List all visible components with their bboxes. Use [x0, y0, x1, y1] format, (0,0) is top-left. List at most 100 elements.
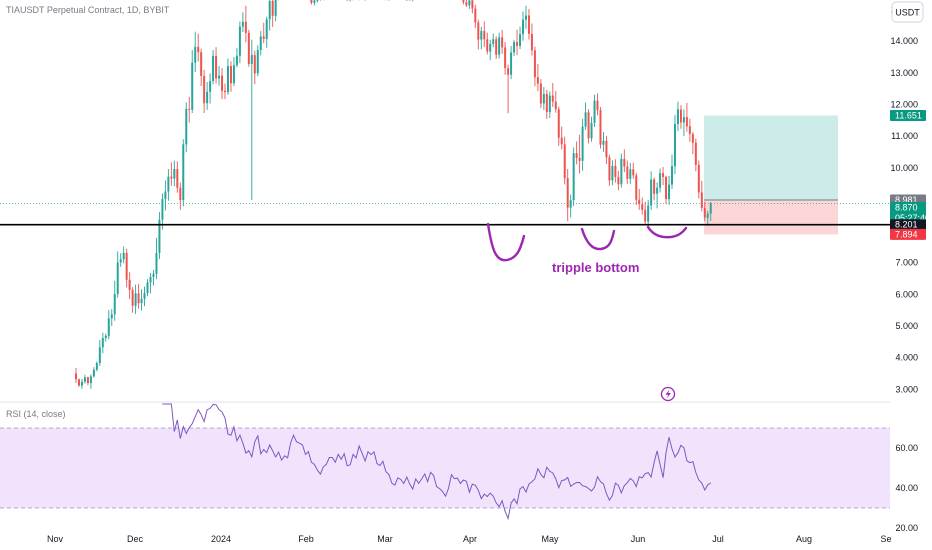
candle [581, 119, 584, 171]
price-tag-label: 8.201 [895, 220, 918, 230]
candle [653, 177, 656, 201]
candle [527, 8, 530, 40]
price-tag[interactable]: 8.201 [890, 219, 926, 231]
price-tag[interactable]: 11.651 [890, 110, 926, 122]
position-target-zone[interactable] [704, 115, 838, 201]
candle [232, 56, 235, 87]
price-tag[interactable]: 7.894 [890, 228, 926, 240]
candle [155, 238, 158, 280]
candle [471, 0, 474, 14]
candle [256, 45, 259, 77]
candle [498, 32, 501, 59]
candle [209, 73, 212, 104]
candle [215, 47, 218, 84]
time-tick-label: Aug [796, 534, 812, 544]
time-tick-label: Apr [463, 534, 477, 544]
bottom-curve-3[interactable] [646, 225, 688, 239]
time-tick-label: Se [880, 534, 891, 544]
candle [590, 116, 593, 142]
candle [194, 31, 197, 73]
alert-lightning-icon[interactable] [660, 386, 676, 402]
candle [89, 374, 92, 389]
chart-title: TIAUSDT Perpetual Contract, 1D, BYBIT [6, 5, 170, 15]
candle [259, 31, 262, 56]
candle [635, 172, 638, 206]
candle [86, 376, 89, 386]
candle [134, 284, 137, 315]
candle [539, 79, 542, 109]
candle [593, 94, 596, 127]
price-tag-label: 7.894 [895, 229, 918, 239]
candle [614, 159, 617, 183]
candle [483, 21, 486, 47]
candle [152, 270, 155, 286]
candle [587, 109, 590, 144]
candle [107, 309, 110, 340]
rsi-legend[interactable]: RSI (14, close) [6, 409, 66, 419]
candle [676, 101, 679, 132]
candle [673, 114, 676, 175]
currency-label: USDT [895, 8, 920, 18]
candle [235, 48, 238, 68]
candle [244, 5, 247, 43]
annotation-label[interactable]: tripple bottom [552, 260, 639, 275]
time-tick-label: Feb [298, 534, 314, 544]
candle [164, 180, 167, 211]
candle [551, 82, 554, 107]
candle [530, 23, 533, 56]
candle [468, 0, 471, 9]
candle [638, 188, 641, 210]
time-tick-label: May [541, 534, 559, 544]
position-stop-zone[interactable] [704, 200, 838, 235]
candle [203, 69, 206, 114]
candle [149, 272, 152, 294]
candle [703, 201, 706, 222]
candle [510, 45, 513, 80]
time-tick-label: 2024 [211, 534, 231, 544]
candle [533, 46, 536, 87]
candle [623, 149, 626, 173]
candle [569, 194, 572, 218]
price-tag-label: 11.651 [895, 111, 922, 121]
candle [146, 279, 149, 297]
candle [626, 160, 629, 184]
candle [566, 169, 569, 222]
candle [268, 0, 271, 31]
time-axis[interactable]: Nov Dec 2024 Feb Mar Apr May Jun Jul Aug Se [47, 534, 892, 544]
candle [507, 64, 510, 114]
candle [632, 162, 635, 179]
currency-button[interactable]: USDT [891, 1, 924, 23]
candle [131, 287, 134, 313]
bottom-curve-1[interactable] [486, 222, 526, 262]
candle [474, 4, 477, 29]
bottom-curve-2[interactable] [580, 227, 616, 251]
price-tick-label: 12.000 [890, 99, 918, 109]
candle [572, 147, 575, 207]
candle [542, 87, 545, 111]
candle [224, 83, 226, 100]
candle [599, 106, 602, 149]
candle [349, 0, 351, 2]
candle [313, 0, 316, 6]
candle [519, 26, 522, 50]
candle [274, 0, 277, 22]
candle [545, 89, 548, 120]
candle [486, 32, 489, 55]
candle [125, 248, 128, 288]
candle [173, 160, 176, 187]
candle [92, 367, 95, 378]
rsi-axis[interactable]: 60.00 40.00 20.00 [895, 443, 918, 533]
candle [536, 63, 539, 92]
candle [522, 11, 524, 41]
price-tick-label: 4.000 [895, 353, 918, 363]
candle [513, 39, 516, 57]
price-tick-label: 13.000 [890, 68, 918, 78]
price-tick-label: 11.000 [891, 131, 918, 141]
candle [560, 126, 563, 150]
rsi-tick-label: 20.00 [895, 523, 918, 533]
candle [113, 280, 116, 321]
candle [617, 170, 620, 191]
